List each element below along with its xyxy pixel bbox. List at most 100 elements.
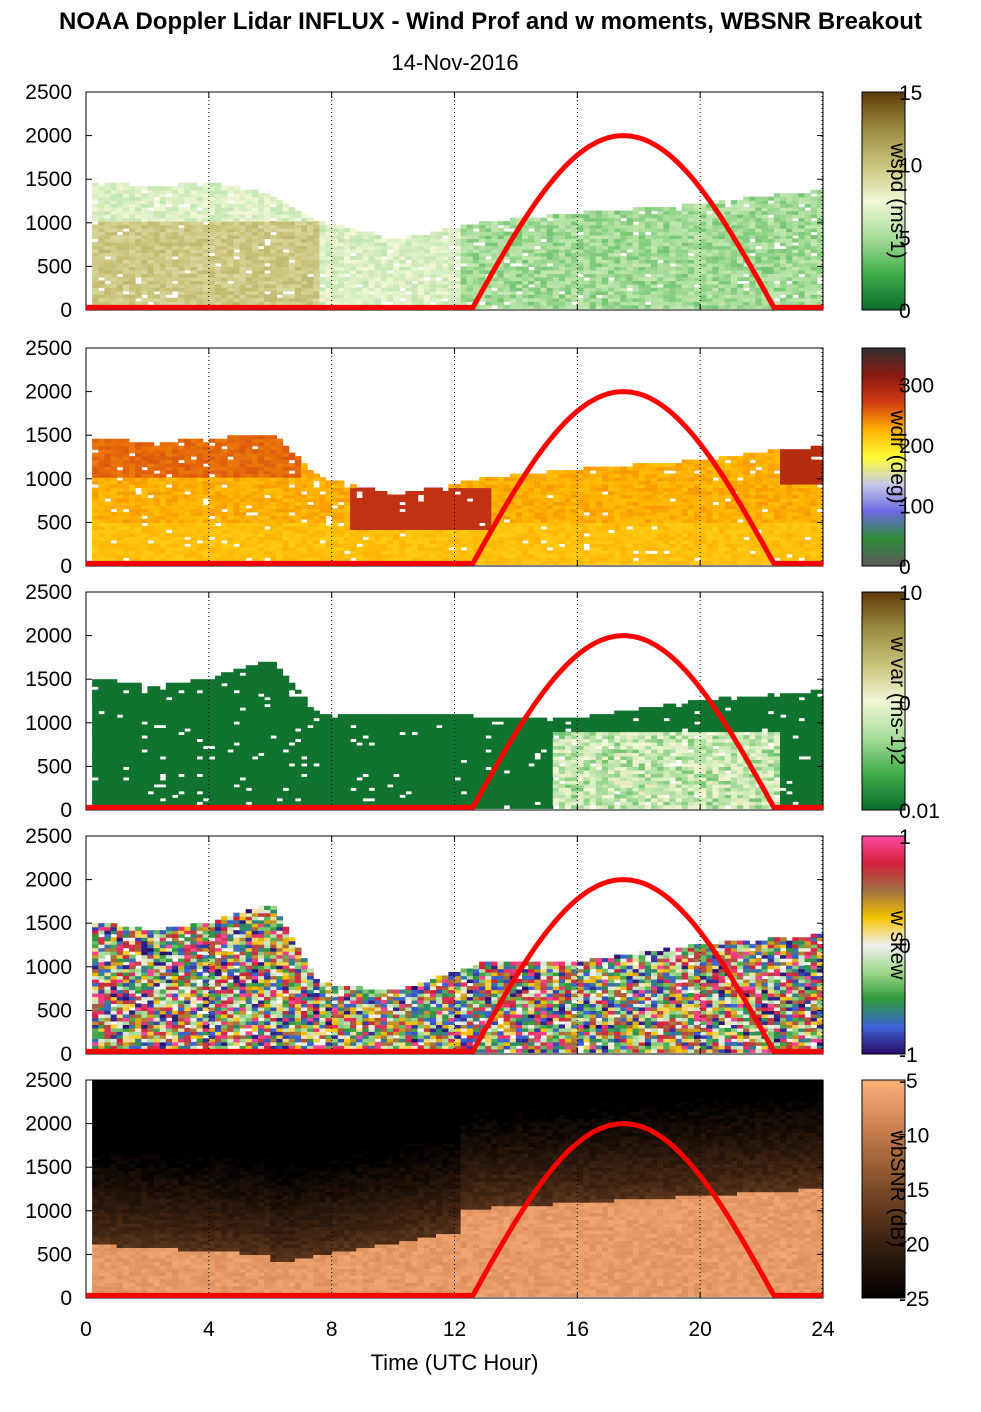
- data-cell: [111, 446, 118, 450]
- data-cell: [270, 488, 277, 492]
- data-cell: [792, 246, 799, 250]
- data-cell: [344, 270, 351, 274]
- data-cell: [534, 228, 541, 232]
- data-cell: [160, 529, 167, 533]
- data-cell: [319, 235, 326, 239]
- data-cell: [755, 259, 762, 263]
- data-cell: [608, 239, 615, 243]
- data-cell: [166, 280, 173, 284]
- data-cell: [227, 242, 234, 246]
- data-cell: [197, 474, 204, 478]
- data-cell: [565, 266, 572, 270]
- data-cell: [332, 554, 339, 558]
- data-cell: [344, 235, 351, 239]
- data-cell: [98, 193, 105, 197]
- data-cell: [510, 291, 517, 295]
- data-cell: [344, 529, 351, 533]
- data-cell: [184, 246, 191, 250]
- data-cell: [233, 505, 240, 509]
- data-cell: [172, 235, 179, 239]
- data-cell: [798, 277, 805, 281]
- data-cell: [565, 214, 572, 218]
- data-cell: [154, 449, 161, 453]
- data-cell: [645, 294, 652, 298]
- data-cell: [405, 249, 412, 253]
- data-cell: [725, 246, 732, 250]
- data-cell: [706, 280, 713, 284]
- data-cell: [276, 498, 283, 502]
- data-cell: [147, 526, 154, 530]
- data-cell: [418, 246, 425, 250]
- data-cell: [510, 280, 517, 284]
- data-cell: [547, 273, 554, 277]
- data-cell: [197, 193, 204, 197]
- data-cell: [805, 235, 812, 239]
- data-cell: [362, 301, 369, 305]
- data-cell: [682, 228, 689, 232]
- data-cell: [270, 491, 277, 495]
- data-cell: [215, 488, 222, 492]
- data-cell: [178, 488, 185, 492]
- data-cell: [104, 221, 111, 225]
- data-cell: [676, 280, 683, 284]
- data-cell: [209, 235, 216, 239]
- data-cell: [313, 502, 320, 506]
- data-cell: [313, 277, 320, 281]
- data-cell: [270, 280, 277, 284]
- data-cell: [123, 266, 130, 270]
- data-cell: [98, 495, 105, 499]
- data-cell: [233, 533, 240, 537]
- data-cell: [221, 488, 228, 492]
- data-cell: [344, 246, 351, 250]
- data-cell: [209, 239, 216, 243]
- data-cell: [436, 273, 443, 277]
- data-cell: [184, 221, 191, 225]
- data-cell: [178, 294, 185, 298]
- data-cell: [553, 242, 560, 246]
- data-cell: [92, 270, 99, 274]
- data-cell: [233, 456, 240, 460]
- data-cell: [270, 263, 277, 267]
- data-cell: [436, 488, 443, 492]
- data-cell: [197, 442, 204, 446]
- data-cell: [92, 186, 99, 190]
- data-cell: [129, 256, 136, 260]
- data-cell: [209, 456, 216, 460]
- data-cell: [639, 232, 646, 236]
- data-field-wspd: [92, 183, 824, 309]
- data-cell: [811, 301, 818, 305]
- data-cell: [209, 505, 216, 509]
- data-cell: [516, 298, 523, 302]
- data-cell: [332, 529, 339, 533]
- data-cell: [442, 550, 449, 554]
- data-cell: [178, 470, 185, 474]
- data-cell: [147, 491, 154, 495]
- data-cell: [141, 512, 148, 516]
- data-cell: [608, 228, 615, 232]
- data-cell: [418, 301, 425, 305]
- data-cell: [154, 460, 161, 464]
- data-cell: [129, 554, 136, 558]
- data-cell: [676, 235, 683, 239]
- data-cell: [123, 239, 130, 243]
- data-cell: [307, 474, 314, 478]
- data-cell: [313, 242, 320, 246]
- data-cell: [700, 246, 707, 250]
- data-cell: [749, 214, 756, 218]
- data-cell: [381, 280, 388, 284]
- data-cell: [559, 287, 566, 291]
- data-cell: [123, 498, 130, 502]
- data-cell: [240, 449, 247, 453]
- data-cell: [301, 235, 308, 239]
- data-cell: [258, 519, 265, 523]
- data-cell: [319, 228, 326, 232]
- data-cell: [111, 263, 118, 267]
- data-cell: [510, 218, 517, 222]
- data-cell: [270, 515, 277, 519]
- data-cell: [369, 526, 376, 530]
- data-cell: [209, 449, 216, 453]
- data-cell: [92, 211, 99, 215]
- data-cell: [706, 242, 713, 246]
- data-cell: [166, 218, 173, 222]
- data-cell: [221, 214, 228, 218]
